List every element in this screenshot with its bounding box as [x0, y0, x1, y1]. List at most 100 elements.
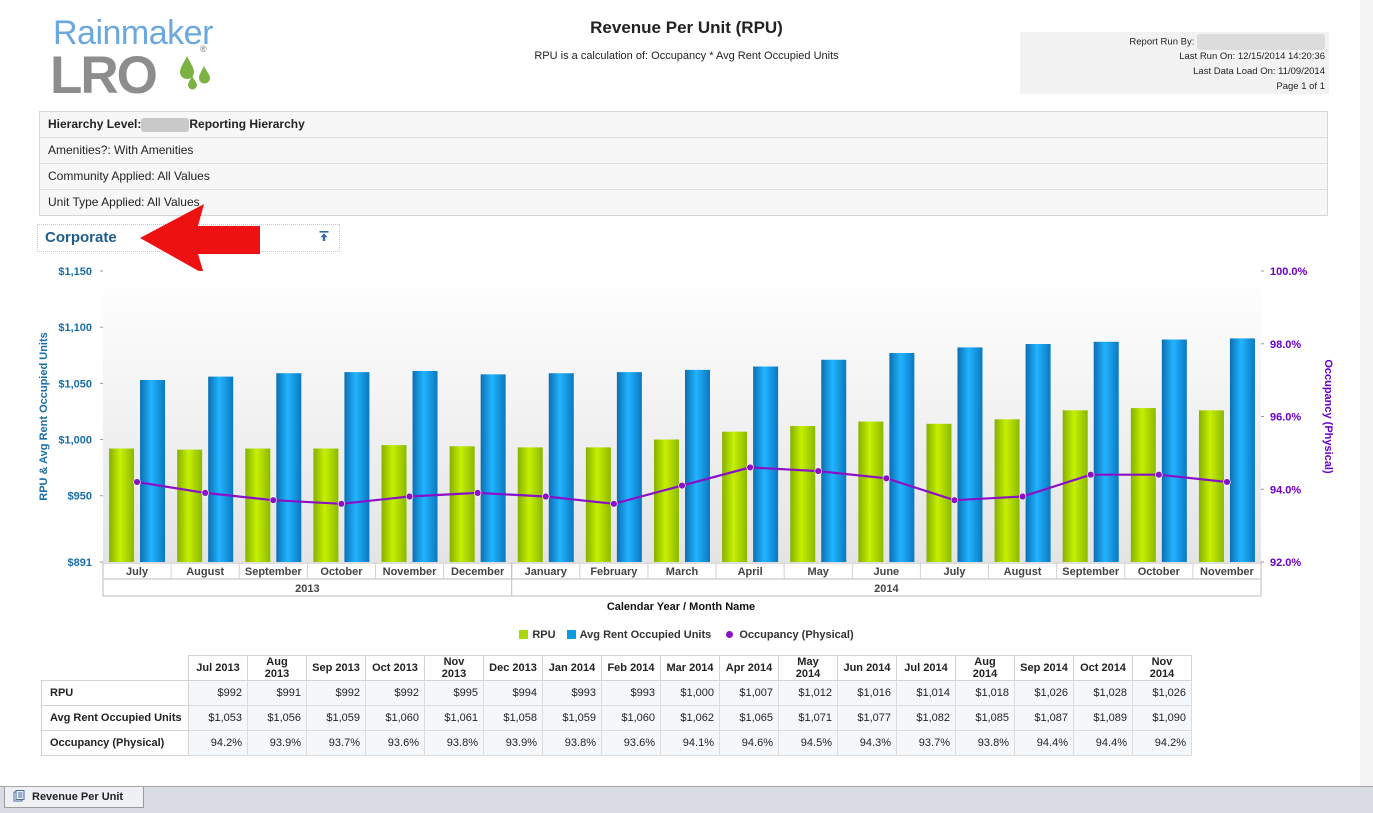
x-axis-tick-label: April	[738, 566, 763, 578]
x-axis-tick-label: October	[320, 566, 363, 578]
legend-marker-occupancy	[726, 631, 734, 638]
column-header: Nov 2013	[424, 655, 484, 681]
table-cell: $992	[188, 680, 248, 706]
x-axis-tick-label: October	[1138, 566, 1181, 578]
table-header-row: Jul 2013 Aug 2013 Sep 2013 Oct 2013 Nov 2013…	[41, 655, 1192, 681]
y-axis-tick-label: $1,000	[58, 435, 92, 447]
bar-avg-rent	[1093, 341, 1119, 562]
y2-axis-title: Occupancy (Physical)	[1322, 359, 1334, 474]
table-cell: $1,014	[896, 680, 956, 706]
hierarchy-value: Reporting Hierarchy	[189, 117, 305, 131]
table-cell: 93.9%	[483, 730, 543, 756]
bar-avg-rent	[1229, 338, 1255, 562]
x-axis-tick-label: December	[451, 566, 505, 578]
x-axis-title: Calendar Year / Month Name	[607, 601, 755, 613]
bar-rpu	[109, 448, 135, 562]
table-cell: $1,061	[424, 705, 484, 731]
report-title: Revenue Per Unit (RPU)	[590, 18, 783, 37]
tab-label: Revenue Per Unit	[32, 791, 124, 803]
table-cell: 93.8%	[542, 730, 602, 756]
bar-avg-rent	[957, 347, 983, 562]
redacted-hierarchy	[141, 117, 190, 132]
table-cell: $1,089	[1073, 705, 1133, 731]
column-header: Jun 2014	[837, 655, 897, 681]
bar-rpu	[313, 448, 339, 562]
table-cell: 93.6%	[601, 730, 661, 756]
table-cell: $992	[306, 680, 366, 706]
y-axis-title: RPU & Avg Rent Occupied Units	[38, 332, 50, 500]
run-by-label: Report Run By:	[1129, 36, 1195, 48]
legend-label-avg-rent: Avg Rent Occupied Units	[579, 629, 712, 641]
bar-avg-rent	[140, 379, 166, 562]
bar-rpu	[381, 445, 407, 562]
bar-rpu	[449, 446, 475, 562]
column-header: Jan 2014	[542, 655, 602, 681]
column-header: Jul 2013	[188, 655, 248, 681]
table-cell: 93.6%	[365, 730, 425, 756]
table-cell: $1,060	[601, 705, 661, 731]
table-cell: $993	[542, 680, 602, 706]
table-cell: 93.9%	[247, 730, 307, 756]
table-cell: $1,060	[365, 705, 425, 731]
bar-rpu	[1062, 410, 1088, 562]
collapse-section-icon[interactable]	[318, 230, 330, 242]
occupancy-point	[950, 496, 959, 504]
hierarchy-level-row: Hierarchy Level: Reporting Hierarchy	[40, 112, 1327, 138]
table-cell: 93.7%	[896, 730, 956, 756]
column-header: Dec 2013	[483, 655, 543, 681]
y2-axis-tick-label: 98.0%	[1270, 339, 1301, 351]
bar-avg-rent	[412, 370, 438, 562]
occupancy-point	[269, 496, 277, 504]
bar-avg-rent	[548, 373, 574, 562]
table-row: Avg Rent Occupied Units $1,053 $1,056 $1,05…	[41, 705, 1192, 731]
bar-rpu	[790, 426, 816, 562]
bar-rpu	[245, 448, 271, 562]
table-cell: $992	[365, 680, 425, 706]
chart-legend: RPU Avg Rent Occupied Units Occupancy (P…	[0, 629, 1360, 641]
table-cell: $1,056	[247, 705, 307, 731]
tab-revenue-per-unit[interactable]: Revenue Per Unit	[4, 787, 145, 808]
x-axis-tick-label: November	[383, 566, 438, 578]
y2-axis-tick-label: 92.0%	[1270, 557, 1301, 569]
table-cell: $1,077	[837, 705, 897, 731]
occupancy-point	[882, 474, 891, 483]
occupancy-point	[133, 478, 141, 486]
logo-word-bottom: LRO	[50, 46, 158, 105]
bar-avg-rent	[208, 376, 234, 562]
occupancy-point	[746, 463, 754, 472]
x-axis-tick-label: July	[126, 566, 149, 578]
report-run-info: Report Run By: Last Run On: 12/15/2014 1…	[1020, 32, 1329, 94]
x-axis-tick-label: July	[943, 566, 966, 578]
table-cell: 93.7%	[306, 730, 366, 756]
table-cell: 94.4%	[1073, 730, 1133, 756]
year-group-label: 2013	[295, 583, 319, 595]
occupancy-point	[1155, 471, 1163, 479]
x-axis-tick-label: September	[245, 566, 303, 578]
legend-item-avg-rent: Avg Rent Occupied Units	[566, 629, 712, 641]
revenue-chart: $1,150 $1,100 $1,050 $1,000 $950 $891 100.0% 98…	[38, 266, 1334, 613]
legend-label-rpu: RPU	[532, 629, 556, 641]
amenities-row: Amenities?: With Amenities	[40, 138, 1327, 164]
column-header: May 2014	[778, 655, 838, 681]
table-cell: $994	[483, 680, 543, 706]
table-cell: $1,053	[188, 705, 248, 731]
x-axis-tick-label: January	[525, 566, 568, 578]
occupancy-point	[337, 500, 346, 508]
occupancy-point	[1018, 492, 1027, 501]
occupancy-point	[542, 492, 550, 501]
table-cell: 93.8%	[424, 730, 484, 756]
x-axis-tick-label: May	[808, 566, 830, 578]
table-cell: $1,087	[1014, 705, 1074, 731]
table-cell: $1,012	[778, 680, 838, 706]
bar-avg-rent	[276, 373, 302, 562]
column-header: Oct 2013	[365, 655, 425, 681]
table-cell: $1,085	[955, 705, 1015, 731]
x-axis-tick-label: March	[666, 566, 699, 578]
report-subtitle: RPU is a calculation of: Occupancy * Avg…	[534, 50, 839, 62]
bar-rpu	[177, 449, 203, 562]
table-cell: $1,090	[1132, 705, 1192, 731]
bar-rpu	[585, 447, 611, 562]
occupancy-point	[405, 492, 414, 501]
run-by-row: Report Run By:	[1129, 34, 1325, 50]
table-cell: $991	[247, 680, 307, 706]
